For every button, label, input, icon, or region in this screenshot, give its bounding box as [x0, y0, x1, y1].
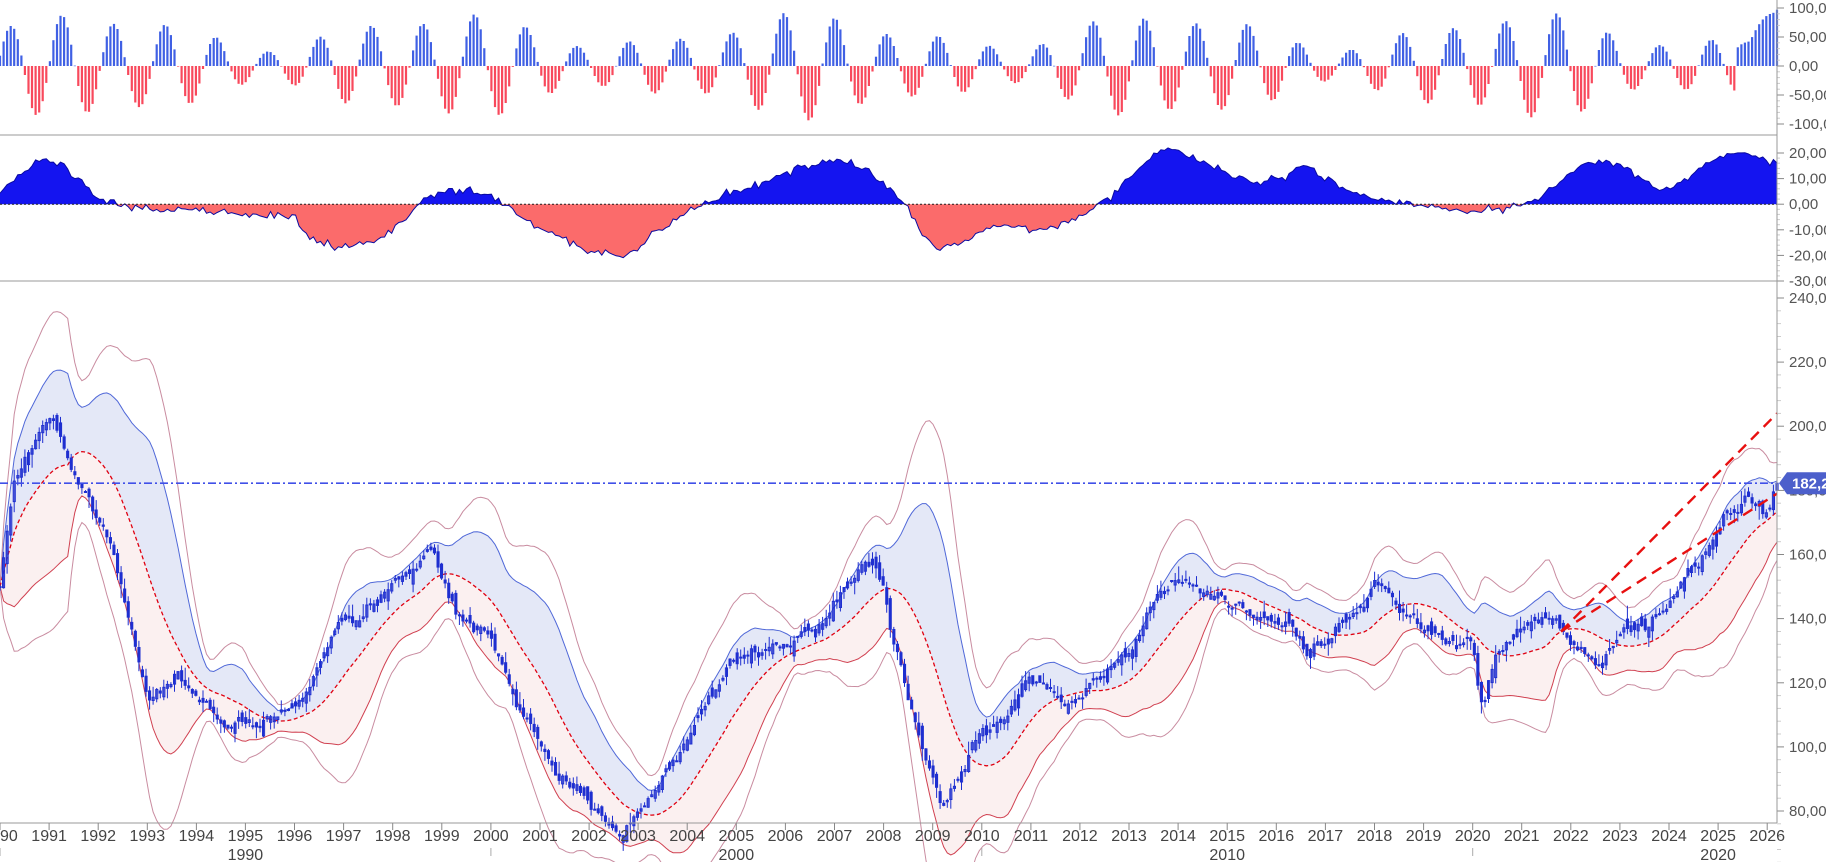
- svg-text:2013: 2013: [1111, 828, 1147, 845]
- svg-text:2023: 2023: [1602, 828, 1638, 845]
- svg-text:120,00: 120,00: [1789, 675, 1826, 692]
- svg-text:1997: 1997: [326, 828, 362, 845]
- svg-text:50,00: 50,00: [1789, 29, 1826, 46]
- svg-text:2000: 2000: [719, 847, 755, 862]
- svg-text:220,00: 220,00: [1789, 354, 1826, 371]
- svg-text:2007: 2007: [817, 828, 853, 845]
- svg-text:2021: 2021: [1504, 828, 1540, 845]
- svg-text:1998: 1998: [375, 828, 411, 845]
- svg-text:2004: 2004: [669, 828, 705, 845]
- svg-text:2002: 2002: [571, 828, 607, 845]
- svg-text:240,00: 240,00: [1789, 290, 1826, 307]
- svg-text:-20,00: -20,00: [1789, 247, 1826, 264]
- svg-text:2000: 2000: [473, 828, 509, 845]
- svg-text:1990: 1990: [228, 847, 264, 862]
- svg-text:2015: 2015: [1209, 828, 1245, 845]
- svg-text:-100,00: -100,00: [1789, 116, 1826, 133]
- svg-text:2010: 2010: [1209, 847, 1245, 862]
- svg-text:1991: 1991: [31, 828, 67, 845]
- svg-text:2014: 2014: [1160, 828, 1196, 845]
- svg-text:2017: 2017: [1308, 828, 1344, 845]
- svg-text:2008: 2008: [866, 828, 902, 845]
- svg-text:100,00: 100,00: [1789, 0, 1826, 17]
- svg-text:0,00: 0,00: [1789, 58, 1818, 75]
- svg-text:200,00: 200,00: [1789, 418, 1826, 435]
- svg-text:2005: 2005: [719, 828, 755, 845]
- svg-text:2025: 2025: [1700, 828, 1736, 845]
- svg-text:-50,00: -50,00: [1789, 87, 1826, 104]
- svg-text:2001: 2001: [522, 828, 558, 845]
- svg-text:-10,00: -10,00: [1789, 222, 1826, 239]
- svg-text:2010: 2010: [964, 828, 1000, 845]
- svg-text:1999: 1999: [424, 828, 460, 845]
- svg-text:1993: 1993: [130, 828, 166, 845]
- svg-text:100,00: 100,00: [1789, 739, 1826, 756]
- svg-text:1995: 1995: [228, 828, 264, 845]
- svg-text:2016: 2016: [1259, 828, 1295, 845]
- svg-text:2019: 2019: [1406, 828, 1442, 845]
- svg-text:2020: 2020: [1455, 828, 1491, 845]
- svg-text:1990: 1990: [0, 828, 18, 845]
- svg-text:2024: 2024: [1651, 828, 1687, 845]
- svg-text:140,00: 140,00: [1789, 611, 1826, 628]
- svg-text:2006: 2006: [768, 828, 804, 845]
- svg-text:2012: 2012: [1062, 828, 1098, 845]
- svg-text:2020: 2020: [1700, 847, 1736, 862]
- svg-text:0,00: 0,00: [1789, 196, 1818, 213]
- svg-text:2009: 2009: [915, 828, 951, 845]
- svg-text:2011: 2011: [1014, 828, 1049, 845]
- svg-text:2018: 2018: [1357, 828, 1393, 845]
- svg-text:1994: 1994: [179, 828, 215, 845]
- svg-text:1996: 1996: [277, 828, 313, 845]
- svg-text:80,00: 80,00: [1789, 803, 1826, 820]
- svg-text:182,24: 182,24: [1792, 476, 1826, 493]
- svg-text:2003: 2003: [620, 828, 656, 845]
- svg-text:160,00: 160,00: [1789, 547, 1826, 564]
- svg-text:1992: 1992: [80, 828, 116, 845]
- svg-text:2026: 2026: [1749, 828, 1785, 845]
- svg-text:2022: 2022: [1553, 828, 1589, 845]
- svg-text:20,00: 20,00: [1789, 145, 1826, 162]
- svg-text:-30,00: -30,00: [1789, 273, 1826, 290]
- svg-text:10,00: 10,00: [1789, 171, 1826, 188]
